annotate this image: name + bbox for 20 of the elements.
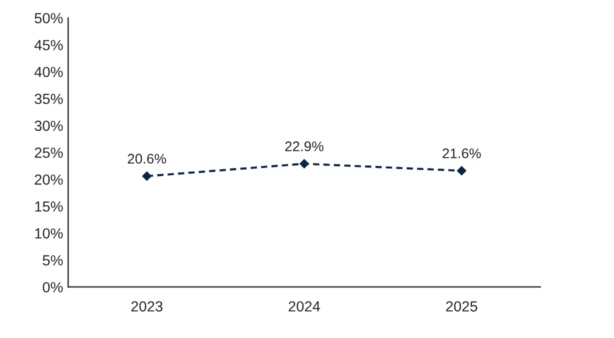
point (142, 171, 152, 181)
data-label: 20.6% (128, 154, 166, 164)
x-tick-label: 2025 (446, 301, 478, 312)
y-tick-label: 35% (34, 94, 63, 104)
y-tick-label: 10% (35, 228, 63, 239)
y-tick-label: 20% (34, 174, 63, 185)
x-tick-label: 2023 (131, 301, 162, 312)
y-tick-label: 5% (42, 255, 63, 266)
y-tick-label: 50% (34, 13, 63, 24)
data-label: 22.9% (285, 141, 324, 152)
x-tick-label: 2024 (288, 301, 320, 312)
y-tick-label: 15% (35, 201, 63, 212)
y-tick-label: 25% (34, 148, 63, 158)
y-tick-label: 30% (34, 120, 63, 131)
point (300, 159, 309, 168)
y-tick-label: 0% (42, 282, 63, 292)
y-tick-label: 45% (34, 40, 63, 50)
y-tick-label: 40% (34, 66, 63, 78)
data-label: 21.6% (442, 148, 481, 158)
point (457, 166, 466, 176)
